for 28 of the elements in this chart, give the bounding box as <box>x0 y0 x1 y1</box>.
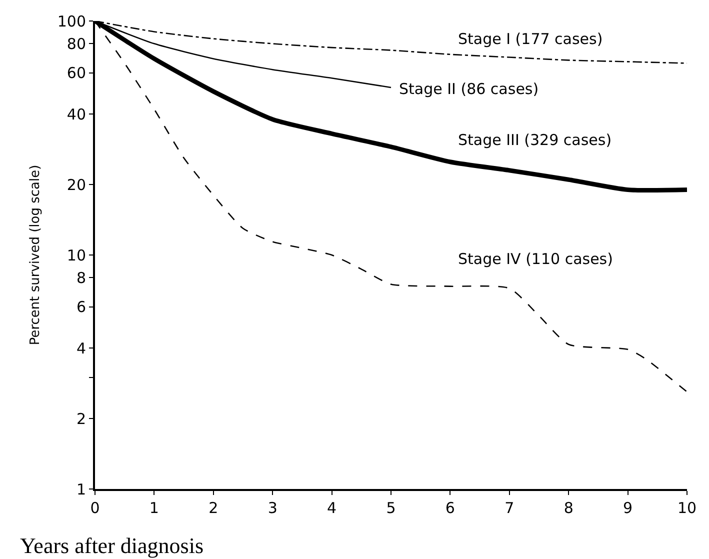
y-axis-title: Percent survived (log scale) <box>28 164 43 346</box>
series-label: Stage II (86 cases) <box>399 80 539 98</box>
y-tick-label: 6 <box>76 298 86 316</box>
series-label: Stage I (177 cases) <box>458 30 603 48</box>
series-label: Stage IV (110 cases) <box>458 250 613 268</box>
x-tick-label: 6 <box>445 499 455 517</box>
x-tick-label: 3 <box>268 499 278 517</box>
x-tick-label: 5 <box>386 499 396 517</box>
y-tick-label: 20 <box>66 176 86 194</box>
series-label: Stage III (329 cases) <box>458 131 612 149</box>
y-tick-label: 10 <box>66 246 86 264</box>
x-tick-label: 2 <box>208 499 218 517</box>
y-tick-label: 8 <box>76 268 86 287</box>
x-tick-label: 4 <box>327 499 337 517</box>
y-tick-label: 80 <box>66 34 86 53</box>
x-tick-label: 9 <box>623 499 633 517</box>
x-tick-label: 7 <box>504 499 514 517</box>
y-tick-label: 100 <box>57 12 86 30</box>
y-tick-label: 4 <box>76 339 86 358</box>
y-tick-label: 1 <box>76 480 86 498</box>
y-tick-label: 60 <box>66 64 86 82</box>
x-tick-label: 1 <box>149 499 159 517</box>
y-tick-label: 40 <box>66 105 86 124</box>
x-tick-label: 10 <box>677 499 697 517</box>
x-tick-label: 0 <box>90 499 100 517</box>
x-tick-label: 8 <box>564 499 574 517</box>
y-tick-label: 2 <box>76 410 86 428</box>
x-axis-title: Years after diagnosis <box>20 533 204 558</box>
